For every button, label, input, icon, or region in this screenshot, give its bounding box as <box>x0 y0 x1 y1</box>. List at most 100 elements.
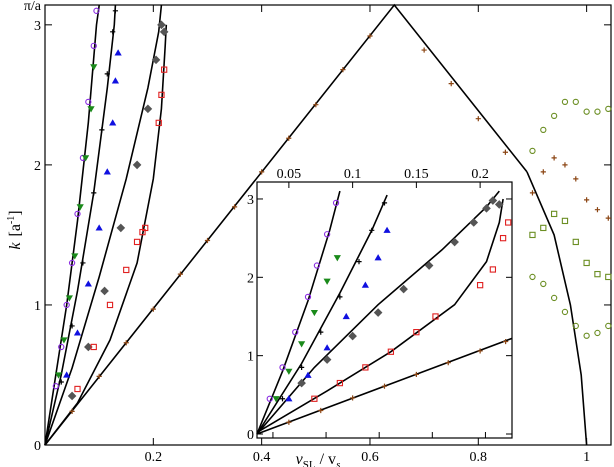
point-purple <box>74 210 81 218</box>
point-ins-grey <box>469 218 479 227</box>
curve-bound-1 <box>44 5 100 446</box>
point-ins-blue <box>304 371 312 378</box>
x-tick-label: 0.8 <box>470 450 488 465</box>
point-blue <box>63 371 71 378</box>
y-tick-label: 3 <box>34 19 41 34</box>
point-ins-brown <box>318 407 324 414</box>
point-red <box>123 266 130 274</box>
point-ins-red <box>505 219 512 226</box>
x-tick-label: 0.6 <box>361 450 379 465</box>
point-ins-green <box>298 341 306 348</box>
point-ins-black <box>279 396 286 402</box>
point-ins-blue <box>342 312 350 320</box>
point-ins-grey <box>424 261 434 270</box>
point-ins-red <box>499 234 507 242</box>
point-ins-blue <box>383 226 391 233</box>
point-black-plus <box>99 127 105 133</box>
point-black-plus <box>91 190 97 196</box>
point-tail-olive-3 <box>529 273 536 281</box>
point-tail-olive-3 <box>572 322 579 330</box>
inset-y-tick-label: 2 <box>247 271 254 286</box>
inset-y-tick-label: 0 <box>247 428 254 443</box>
point-ins-black <box>337 294 343 300</box>
point-tail-olive-2 <box>529 231 536 239</box>
point-triangle-marks <box>204 237 211 244</box>
point-triangle-marks <box>448 81 454 87</box>
point-tail-olive-3 <box>594 329 601 337</box>
point-ins-purple <box>292 329 299 336</box>
point-ins-purple <box>332 199 340 207</box>
point-ins-grey <box>348 331 357 341</box>
point-red <box>161 66 168 73</box>
y-tick-label: π/a <box>24 0 42 14</box>
inset-x-tick-label: 0.2 <box>471 167 489 182</box>
point-grey <box>132 160 142 170</box>
point-ins-green <box>272 396 280 403</box>
x-tick-label: 1 <box>583 450 590 465</box>
point-tail-olive-1 <box>540 126 547 134</box>
point-grey <box>159 27 169 37</box>
point-ins-brown <box>286 419 292 425</box>
point-ins-black <box>369 227 375 233</box>
point-ins-blue <box>374 254 382 261</box>
point-ins-purple <box>323 231 331 238</box>
point-triangle-marks <box>69 408 75 414</box>
point-black-plus <box>80 260 86 266</box>
point-black-plus <box>104 71 110 77</box>
point-green <box>82 155 90 162</box>
inset-frame <box>256 181 513 439</box>
point-green <box>54 372 63 379</box>
point-ins-red <box>387 348 395 355</box>
point-green <box>65 295 73 302</box>
point-triangle-marks <box>96 373 102 379</box>
point-green <box>71 253 79 260</box>
curve-ins-2 <box>256 194 388 435</box>
point-triangle-marks <box>421 47 427 53</box>
point-tail-brown <box>573 176 579 182</box>
point-tail-olive-3 <box>583 332 590 339</box>
curve-ins-3 <box>256 190 500 435</box>
point-blue <box>111 77 120 84</box>
point-ins-black <box>299 364 305 371</box>
point-tail-brown <box>540 169 546 175</box>
point-grey <box>151 55 161 65</box>
point-triangle-marks <box>259 169 265 175</box>
point-ins-red <box>336 379 344 387</box>
point-ins-purple <box>313 262 321 269</box>
point-ins-brown <box>503 338 509 345</box>
curve-triangle <box>44 3 528 446</box>
point-red <box>142 224 149 232</box>
point-blue <box>103 168 111 175</box>
point-triangle-marks <box>150 306 156 312</box>
point-red <box>74 385 81 393</box>
point-ins-black <box>381 200 388 206</box>
point-tail-brown <box>529 190 536 196</box>
point-tail-olive-3 <box>540 280 547 288</box>
point-ins-grey <box>488 196 498 205</box>
point-green <box>76 204 84 211</box>
y-tick-label: 0 <box>34 439 41 454</box>
point-red <box>155 119 162 127</box>
point-ins-red <box>489 266 497 273</box>
point-grey <box>116 223 126 233</box>
y-axis-label: k[a-1] <box>6 210 24 249</box>
point-triangle-marks <box>502 149 508 155</box>
point-red <box>90 343 97 351</box>
point-blue <box>109 119 117 126</box>
y-tick-label: 1 <box>34 299 41 314</box>
point-ins-green <box>333 255 341 262</box>
point-ins-black <box>356 259 362 265</box>
point-ins-brown <box>350 395 356 401</box>
point-tail-olive-2 <box>583 259 590 267</box>
point-triangle-marks <box>313 102 319 108</box>
point-ins-brown <box>477 348 483 354</box>
point-ins-red <box>432 313 439 320</box>
point-ins-grey <box>373 308 383 317</box>
point-ins-brown <box>381 383 388 389</box>
point-ins-blue <box>361 281 369 288</box>
curve-bound-3 <box>44 5 163 446</box>
x-tick-label: 0.2 <box>145 450 163 465</box>
point-green <box>90 64 98 71</box>
point-black-plus <box>112 8 119 14</box>
